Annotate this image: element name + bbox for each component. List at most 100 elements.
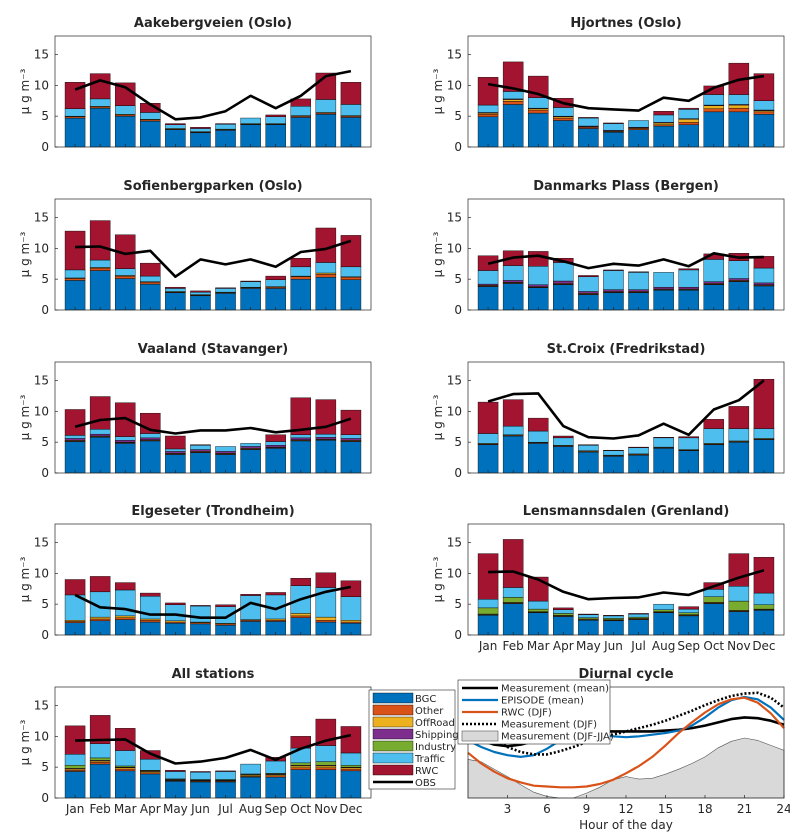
panel-diurnal-cycle-legend-label-measurement-djf-jja: Measurement (DJF-JJA) — [501, 732, 614, 743]
panel-danmarks-plass-bergen-bar-shipping-sep — [678, 286, 699, 290]
panel-lensmannsdalen-grenland-bar-industry-oct — [703, 596, 725, 603]
panel-sofienbergparken-oslo-bar-traffic-jun — [190, 291, 211, 295]
panel-lensmannsdalen-grenland-ytick-label-15: 15 — [447, 536, 462, 550]
panel-lensmannsdalen-grenland-bar-industry-nov — [728, 600, 750, 611]
panel-aakebergveien-oslo-bar-rwc-jul — [215, 123, 236, 125]
panel-elgeseter-trondheim-bar-traffic-may — [165, 604, 186, 622]
panel-lensmannsdalen-grenland-ylabel: µ g m⁻³ — [431, 556, 445, 602]
panel-aakebergveien-oslo-bar-traffic-may — [165, 124, 186, 129]
panel-vaaland-stavanger-bar-bgc-feb — [89, 437, 111, 474]
panel-st-croix-fredrikstad-bar-rwc-nov — [728, 406, 750, 429]
panel-danmarks-plass-bergen-bar-traffic-jan — [477, 270, 499, 285]
panel-vaaland-stavanger-bar-bgc-oct — [290, 440, 312, 474]
panel-danmarks-plass-bergen-bar-traffic-apr — [553, 262, 574, 282]
panel-sofienbergparken-oslo-bar-other-nov — [315, 274, 337, 278]
panel-elgeseter-trondheim-bar-other-feb — [89, 618, 111, 622]
panel-hjortnes-oslo-bar-other-mar — [527, 109, 549, 114]
panel-lensmannsdalen-grenland-bar-industry-feb — [502, 597, 524, 603]
panel-danmarks-plass-bergen-bar-bgc-feb — [502, 283, 524, 311]
panel-lensmannsdalen-grenland-bar-industry-mar — [527, 608, 549, 612]
panel-all-stations-xtick-label-jan: Jan — [65, 802, 85, 816]
panel-elgeseter-trondheim-bar-rwc-oct — [290, 578, 312, 586]
panel-danmarks-plass-bergen-bar-shipping-jul — [628, 289, 649, 292]
panel-lensmannsdalen-grenland-bar-traffic-mar — [527, 600, 549, 610]
panel-all-stations-obs-line — [75, 733, 352, 765]
panel-st-croix-fredrikstad: 0 5 10 15µ g m⁻³ St.Croix (Fredrikstad) — [431, 342, 785, 480]
panel-hjortnes-oslo-bar-offroad-sep — [678, 119, 699, 123]
panel-elgeseter-trondheim-bar-traffic-mar — [114, 589, 136, 617]
panel-aakebergveien-oslo-bar-traffic-aug — [240, 117, 261, 124]
panel-vaaland-stavanger-bar-traffic-mar — [114, 436, 136, 441]
panel-danmarks-plass-bergen-bar-shipping-jun — [603, 289, 624, 292]
panel-elgeseter-trondheim-ytick-label-10: 10 — [34, 566, 49, 580]
panel-vaaland-stavanger-bar-bgc-apr — [140, 440, 161, 474]
panel-lensmannsdalen-grenland-bar-bgc-oct — [703, 603, 725, 636]
panel-sofienbergparken-oslo-bar-rwc-apr — [140, 262, 161, 277]
panel-st-croix-fredrikstad-bar-traffic-dec — [753, 428, 775, 439]
panel-hjortnes-oslo-bar-bgc-nov — [728, 111, 750, 148]
panel-lensmannsdalen-grenland-bar-traffic-may — [578, 614, 599, 618]
panel-all-stations-xtick-label-may: May — [163, 802, 188, 816]
panel-lensmannsdalen-grenland-bar-bgc-mar — [527, 612, 549, 636]
panel-hjortnes-oslo-bar-rwc-sep — [678, 107, 699, 110]
panel-diurnal-cycle-xtick-label-24: 24 — [776, 802, 790, 816]
panel-sofienbergparken-oslo-ytick-label-0: 0 — [41, 303, 49, 317]
panel-lensmannsdalen-grenland-xtick-label-jun: Jun — [603, 639, 623, 653]
panel-all-stations-bar-bgc-jan — [64, 771, 86, 799]
panel-danmarks-plass-bergen-bar-traffic-jun — [603, 270, 624, 290]
legend-label-rwc: RWC — [415, 766, 438, 777]
panel-hjortnes-oslo-bar-rwc-dec — [753, 73, 775, 101]
panel-danmarks-plass-bergen-bar-traffic-feb — [502, 265, 524, 281]
panel-danmarks-plass-bergen-bar-rwc-dec — [753, 256, 775, 269]
panel-lensmannsdalen-grenland-bar-industry-dec — [753, 604, 775, 610]
panel-st-croix-fredrikstad-bar-traffic-feb — [502, 425, 524, 435]
panel-elgeseter-trondheim-bar-offroad-oct — [290, 613, 312, 617]
panel-sofienbergparken-oslo-bar-bgc-apr — [140, 283, 161, 311]
panel-elgeseter-trondheim-ytick-label-5: 5 — [41, 597, 49, 611]
panel-danmarks-plass-bergen-bar-traffic-aug — [653, 272, 674, 288]
panel-all-stations-bar-traffic-sep — [265, 760, 286, 774]
panel-hjortnes-oslo-bar-rwc-jun — [603, 122, 624, 124]
panel-hjortnes-oslo-bar-rwc-jan — [477, 77, 499, 106]
panel-all-stations-bar-traffic-nov — [315, 745, 337, 762]
panel-lensmannsdalen-grenland-bar-rwc-dec — [753, 557, 775, 594]
panel-all-stations-bar-bgc-sep — [265, 776, 286, 799]
panel-lensmannsdalen-grenland-bar-bgc-feb — [502, 603, 524, 636]
panel-elgeseter-trondheim-bar-other-mar — [114, 617, 136, 620]
panel-all-stations-bar-offroad-oct — [290, 765, 312, 768]
panel-all-stations-bar-traffic-feb — [89, 743, 111, 759]
panel-danmarks-plass-bergen-bar-bgc-dec — [753, 285, 775, 311]
panel-all-stations-bar-rwc-may — [165, 770, 186, 772]
panel-vaaland-stavanger-bar-traffic-oct — [290, 434, 312, 439]
panel-all-stations-ytick-label-10: 10 — [34, 729, 49, 743]
panel-aakebergveien-oslo-bar-traffic-jan — [64, 108, 86, 117]
panel-all-stations-bar-bgc-mar — [114, 770, 136, 799]
panel-sofienbergparken-oslo-bar-rwc-jan — [64, 230, 86, 271]
panel-hjortnes-oslo-bar-traffic-nov — [728, 94, 750, 105]
panel-danmarks-plass-bergen-bar-bgc-nov — [728, 281, 750, 311]
panel-diurnal-cycle-legend-label-episode-mean: EPISODE (mean) — [501, 696, 584, 707]
panel-sofienbergparken-oslo-bar-rwc-sep — [265, 275, 286, 280]
panel-lensmannsdalen-grenland-bar-bgc-aug — [653, 612, 674, 636]
panel-elgeseter-trondheim-title: Elgeseter (Trondheim) — [131, 504, 294, 519]
legend-entry-traffic: Traffic — [372, 752, 445, 765]
panel-vaaland-stavanger-bar-traffic-sep — [265, 441, 286, 446]
panel-all-stations-bar-traffic-oct — [290, 747, 312, 764]
panel-aakebergveien-oslo-bar-traffic-sep — [265, 116, 286, 124]
panel-hjortnes-oslo-bar-rwc-aug — [653, 111, 674, 116]
panel-st-croix-fredrikstad-bar-rwc-jul — [628, 446, 649, 448]
panel-all-stations: 0 5 10 15µ g m⁻³ Jan Feb Mar Apr May Jun Jul Aug Sep… — [18, 667, 372, 816]
panel-sofienbergparken-oslo-bar-traffic-jan — [64, 269, 86, 279]
panel-lensmannsdalen-grenland-bar-rwc-feb — [502, 539, 524, 588]
panel-hjortnes-oslo-bar-bgc-feb — [502, 104, 524, 148]
panel-all-stations-xtick-label-sep: Sep — [264, 802, 287, 816]
panel-st-croix-fredrikstad-bar-traffic-jan — [477, 433, 499, 444]
panel-sofienbergparken-oslo-obs-line — [75, 239, 352, 279]
panel-all-stations-bar-traffic-aug — [240, 763, 261, 775]
panel-danmarks-plass-bergen-bar-shipping-mar — [527, 284, 549, 287]
panel-diurnal-cycle-line-measurement-mean — [467, 716, 785, 748]
panel-danmarks-plass-bergen-bar-traffic-dec — [753, 267, 775, 284]
panel-hjortnes-oslo-bar-offroad-feb — [502, 99, 524, 102]
panel-sofienbergparken-oslo-bar-traffic-nov — [315, 262, 337, 274]
